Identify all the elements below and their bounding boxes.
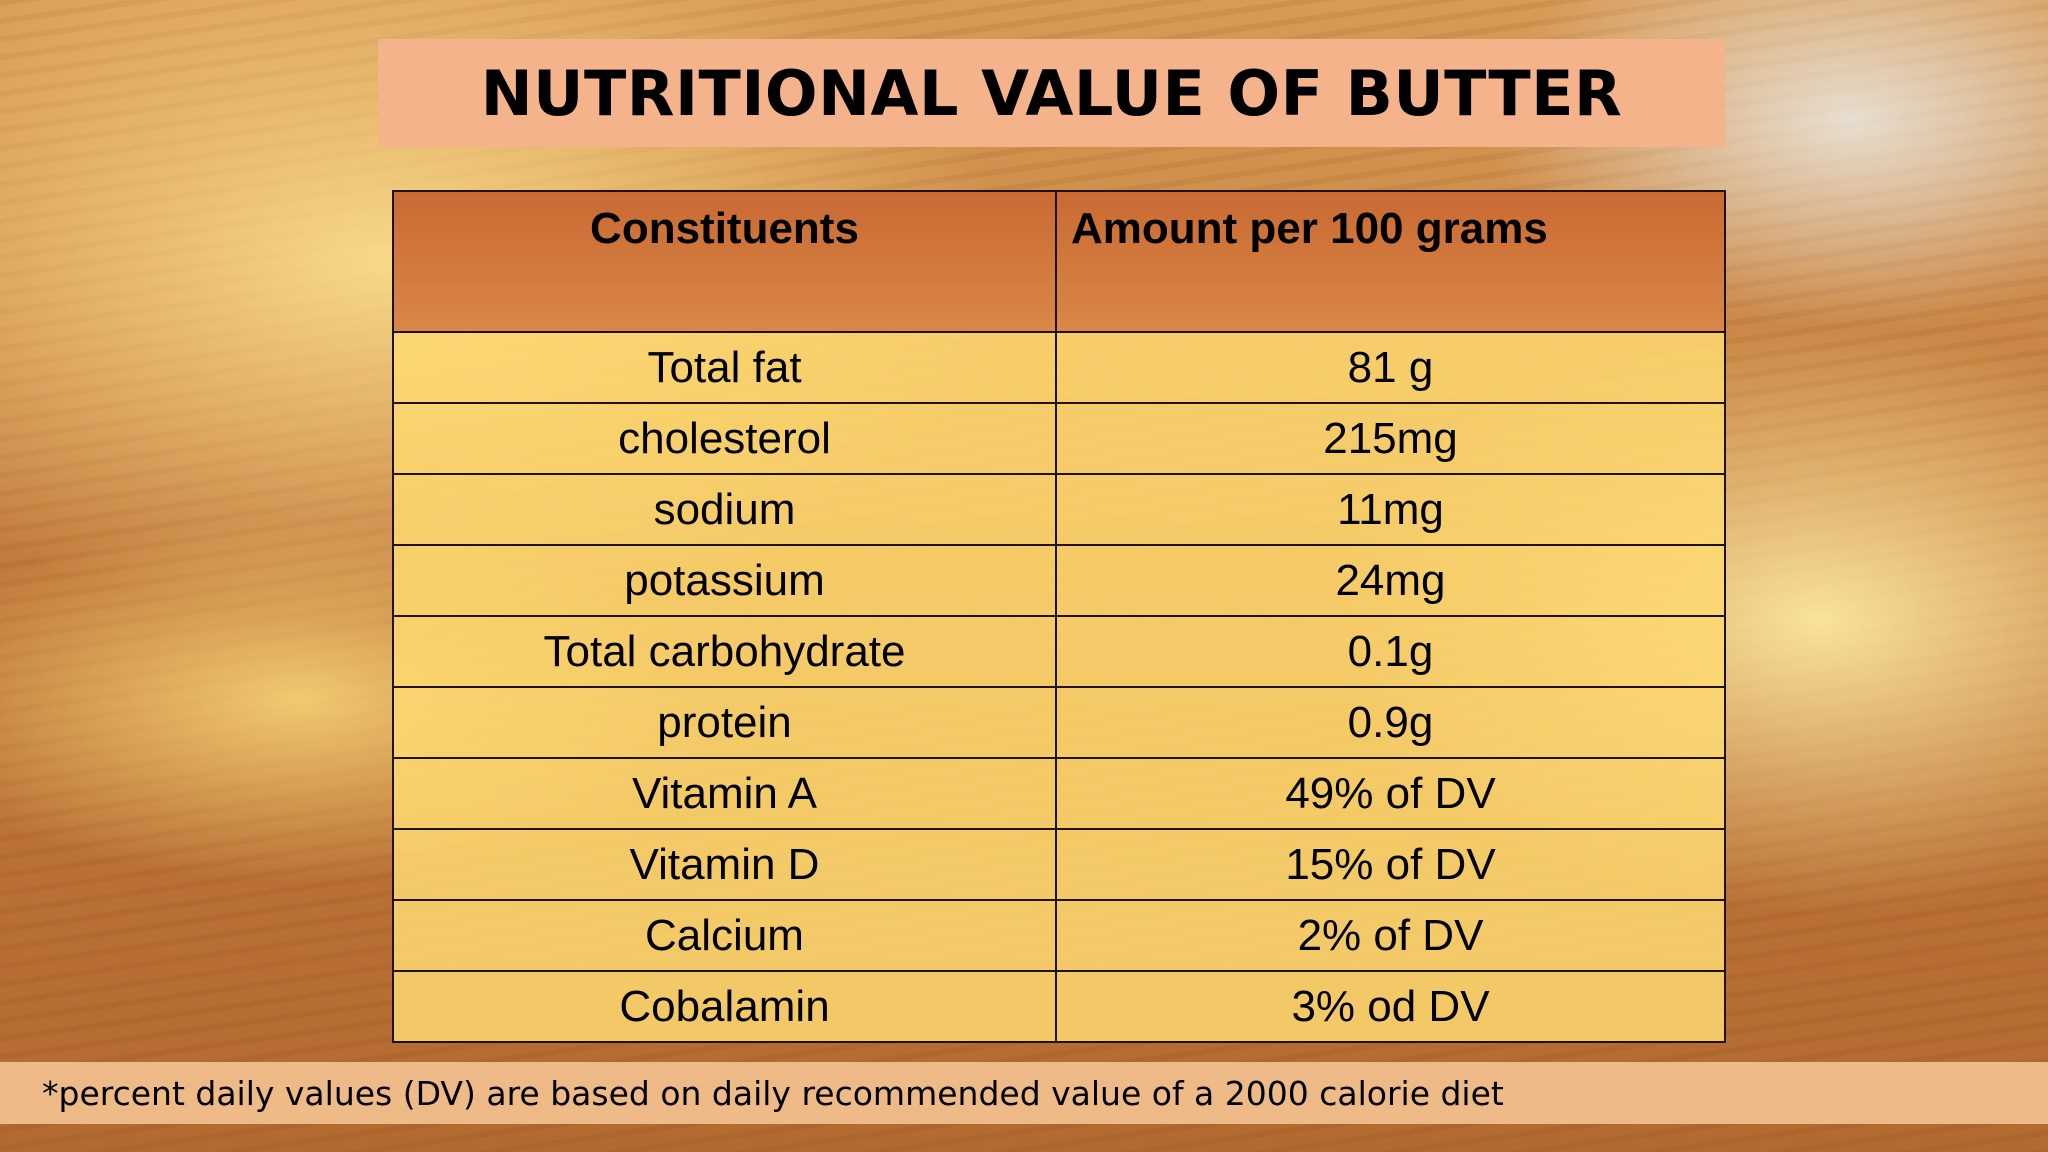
- nutrition-table: Constituents Amount per 100 grams Total …: [392, 190, 1726, 1043]
- column-header-amount: Amount per 100 grams: [1055, 190, 1726, 333]
- constituent-cell: sodium: [392, 473, 1057, 546]
- table-row: Calcium 2% of DV: [392, 899, 1726, 972]
- page-title: NUTRITIONAL VALUE OF BUTTER: [480, 56, 1623, 130]
- constituent-cell: Cobalamin: [392, 970, 1057, 1043]
- footnote-bar: *percent daily values (DV) are based on …: [0, 1062, 2048, 1124]
- table-row: Vitamin A 49% of DV: [392, 757, 1726, 830]
- constituent-cell: Calcium: [392, 899, 1057, 972]
- amount-cell: 215mg: [1055, 402, 1726, 475]
- table-row: Total carbohydrate 0.1g: [392, 615, 1726, 688]
- table-row: potassium 24mg: [392, 544, 1726, 617]
- table-row: Cobalamin 3% od DV: [392, 970, 1726, 1043]
- constituent-cell: Vitamin D: [392, 828, 1057, 901]
- amount-cell: 24mg: [1055, 544, 1726, 617]
- amount-cell: 0.1g: [1055, 615, 1726, 688]
- constituent-cell: cholesterol: [392, 402, 1057, 475]
- table-row: Vitamin D 15% of DV: [392, 828, 1726, 901]
- table-row: cholesterol 215mg: [392, 402, 1726, 475]
- footnote-text: *percent daily values (DV) are based on …: [42, 1073, 1504, 1113]
- constituent-cell: protein: [392, 686, 1057, 759]
- constituent-cell: Total carbohydrate: [392, 615, 1057, 688]
- amount-cell: 15% of DV: [1055, 828, 1726, 901]
- amount-cell: 81 g: [1055, 331, 1726, 404]
- amount-cell: 0.9g: [1055, 686, 1726, 759]
- constituent-cell: Vitamin A: [392, 757, 1057, 830]
- constituent-cell: potassium: [392, 544, 1057, 617]
- title-banner: NUTRITIONAL VALUE OF BUTTER: [378, 39, 1725, 147]
- constituent-cell: Total fat: [392, 331, 1057, 404]
- amount-cell: 49% of DV: [1055, 757, 1726, 830]
- amount-cell: 3% od DV: [1055, 970, 1726, 1043]
- amount-cell: 2% of DV: [1055, 899, 1726, 972]
- table-row: Total fat 81 g: [392, 331, 1726, 404]
- table-header-row: Constituents Amount per 100 grams: [392, 190, 1726, 333]
- column-header-constituents: Constituents: [392, 190, 1057, 333]
- amount-cell: 11mg: [1055, 473, 1726, 546]
- table-row: protein 0.9g: [392, 686, 1726, 759]
- table-row: sodium 11mg: [392, 473, 1726, 546]
